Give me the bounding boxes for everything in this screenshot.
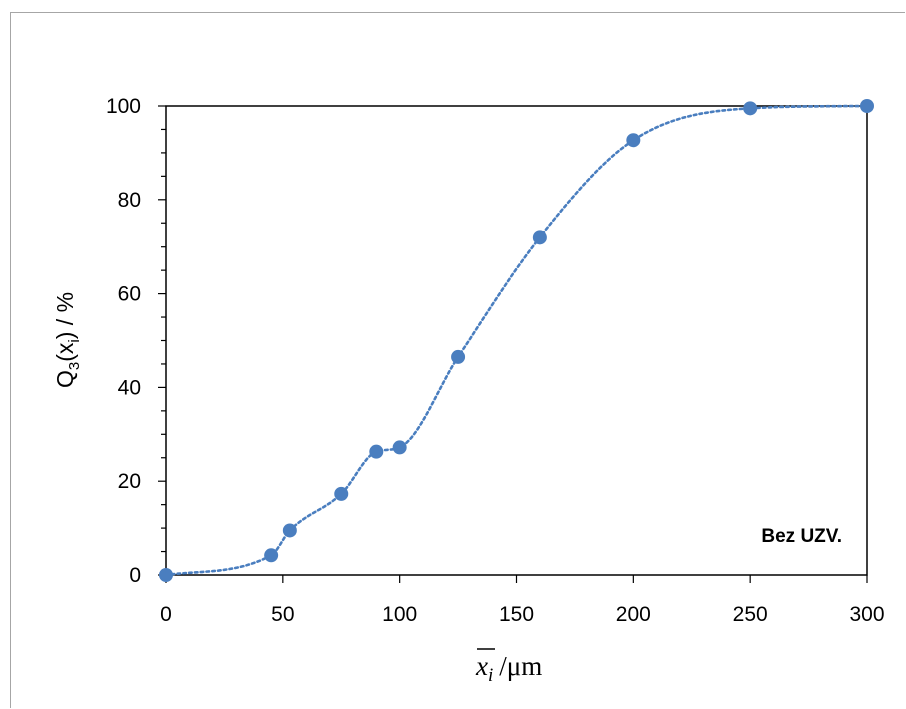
y-axis-label-open: (x	[52, 342, 78, 362]
data-point	[626, 133, 641, 148]
y-axis-label: Q3(xi) / %	[52, 292, 83, 388]
data-point	[369, 444, 384, 459]
x-axis-label-subscript: i	[488, 665, 493, 686]
x-tick-labels: 0 50 100 150 200 250 300	[160, 603, 884, 626]
data-point	[451, 349, 466, 364]
y-tick-label: 40	[118, 376, 141, 399]
x-tick-label: 150	[499, 603, 534, 626]
y-axis-label-main: Q	[52, 370, 78, 388]
x-tick-label: 50	[271, 603, 294, 626]
x-axis-label: xi/μm	[475, 651, 542, 686]
y-tick-labels: 0 20 40 60 80 100	[106, 95, 141, 587]
y-tick-label: 80	[118, 189, 141, 212]
y-tick-label: 20	[118, 470, 141, 493]
y-axis-label-subi: i	[66, 339, 83, 342]
plot-area-border	[165, 105, 868, 576]
data-point	[860, 99, 874, 113]
x-tick-label: 250	[733, 603, 768, 626]
y-tick-label: 100	[106, 95, 141, 118]
x-tick-label: 300	[849, 603, 884, 626]
y-axis-label-sub3: 3	[66, 362, 83, 370]
x-axis-label-unit: /μm	[499, 651, 542, 681]
y-tick-label: 0	[129, 564, 141, 587]
plot-axes	[158, 105, 868, 583]
x-axis-label-symbol: x	[475, 651, 488, 681]
data-point	[264, 548, 279, 563]
chart-frame	[10, 12, 905, 708]
data-point	[334, 486, 349, 501]
trendline-group	[164, 104, 869, 577]
chart-annotation: Bez UZV.	[761, 526, 842, 547]
trendline	[164, 104, 869, 577]
data-points	[159, 99, 874, 582]
x-tick-label: 0	[160, 603, 172, 626]
data-point	[159, 568, 173, 582]
y-tick-label: 60	[118, 283, 141, 306]
data-point	[392, 440, 407, 455]
data-point	[743, 101, 758, 116]
x-tick-label: 200	[616, 603, 651, 626]
y-axis-label-close: ) / %	[52, 292, 78, 339]
data-point	[532, 230, 547, 245]
data-point	[282, 523, 297, 538]
x-tick-label: 100	[382, 603, 417, 626]
